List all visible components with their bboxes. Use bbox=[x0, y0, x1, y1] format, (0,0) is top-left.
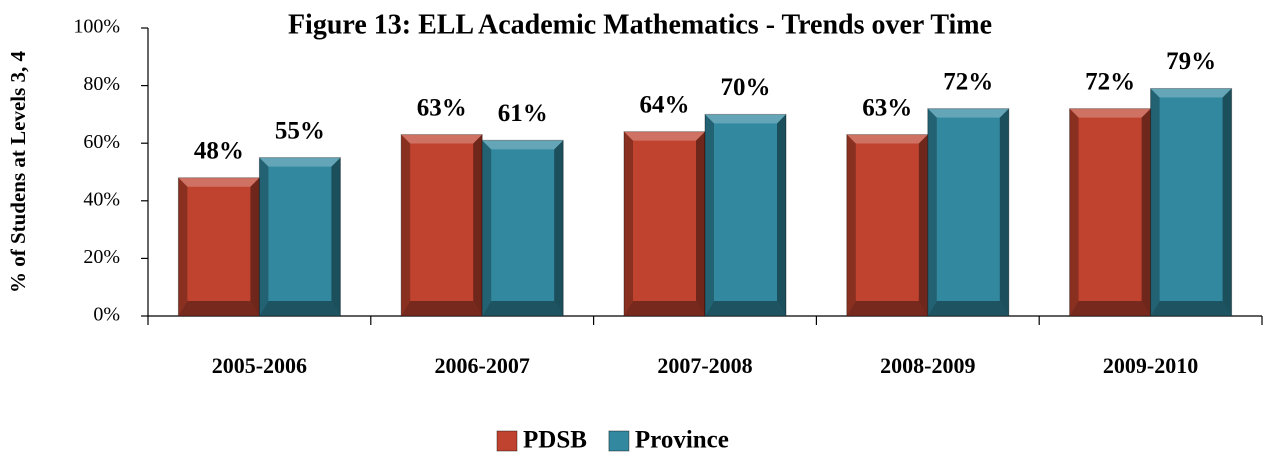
bar-bevel bbox=[1150, 88, 1160, 316]
bar-bevel bbox=[473, 134, 483, 316]
bar-bevel bbox=[705, 114, 786, 124]
bar-bevel bbox=[777, 114, 786, 317]
data-label: 63% bbox=[862, 94, 912, 121]
bar-bevel bbox=[927, 108, 937, 316]
bar-bevel bbox=[401, 134, 483, 144]
bar bbox=[177, 177, 260, 317]
y-tick-label: 60% bbox=[83, 131, 120, 153]
bar bbox=[258, 157, 341, 317]
x-tick-label: 2006-2007 bbox=[435, 353, 530, 378]
data-label: 55% bbox=[275, 117, 325, 144]
bar-bevel bbox=[259, 301, 341, 316]
legend-label: PDSB bbox=[523, 427, 587, 454]
bar-bevel bbox=[1069, 108, 1079, 316]
bar-bevel bbox=[331, 157, 341, 316]
bar-bevel bbox=[705, 114, 714, 317]
y-tick-label: 0% bbox=[93, 304, 120, 326]
x-tick-label: 2007-2008 bbox=[657, 353, 752, 378]
bar bbox=[1150, 87, 1233, 317]
legend-swatch bbox=[608, 430, 630, 452]
bar bbox=[846, 134, 929, 317]
x-tick-label: 2005-2006 bbox=[212, 353, 307, 378]
bar-bevel bbox=[178, 177, 188, 316]
y-tick-label: 100% bbox=[73, 16, 120, 38]
bar bbox=[704, 113, 787, 317]
bar-bevel bbox=[401, 301, 483, 316]
chart-title: Figure 13: ELL Academic Mathematics - Tr… bbox=[288, 9, 992, 40]
bar-bevel bbox=[178, 301, 260, 316]
bar-bevel bbox=[846, 134, 856, 316]
bar bbox=[1069, 108, 1152, 317]
bar-bevel bbox=[927, 108, 1009, 118]
bar bbox=[927, 108, 1010, 317]
bar-bevel bbox=[1069, 108, 1151, 118]
bar-bevel bbox=[250, 177, 260, 316]
x-tick-label: 2009-2010 bbox=[1103, 353, 1198, 378]
bar bbox=[623, 131, 706, 317]
data-label: 72% bbox=[1085, 68, 1135, 95]
data-label: 61% bbox=[498, 100, 548, 127]
bar-bevel bbox=[178, 177, 260, 187]
bar-bevel bbox=[1222, 88, 1232, 316]
bar-bevel bbox=[846, 301, 928, 316]
bar-bevel bbox=[624, 131, 705, 141]
bar-bevel bbox=[1150, 88, 1232, 98]
bar-bevel bbox=[482, 140, 564, 150]
y-tick-label: 80% bbox=[83, 73, 120, 95]
bar-bevel bbox=[259, 157, 341, 167]
bar-bevel bbox=[696, 131, 705, 316]
y-axis-label: % of Studens at Levels 3, 4 bbox=[6, 50, 30, 293]
legend-label: Province bbox=[635, 427, 729, 454]
bar bbox=[400, 134, 483, 317]
bar-bevel bbox=[554, 140, 564, 316]
data-label: 70% bbox=[721, 74, 771, 101]
bar-bevel bbox=[624, 131, 633, 316]
bar-bevel bbox=[624, 301, 705, 316]
y-tick-label: 20% bbox=[83, 246, 120, 268]
bar-bevel bbox=[259, 157, 269, 316]
data-label: 48% bbox=[194, 137, 244, 164]
bar-bevel bbox=[999, 108, 1009, 316]
bar-bevel bbox=[482, 140, 492, 316]
bar-bevel bbox=[918, 134, 928, 316]
data-label: 64% bbox=[640, 91, 690, 118]
data-label: 63% bbox=[417, 94, 467, 121]
bar-bevel bbox=[927, 301, 1009, 316]
bar-bevel bbox=[1141, 108, 1151, 316]
bar-bevel bbox=[482, 301, 564, 316]
data-label: 79% bbox=[1166, 48, 1216, 75]
data-label: 72% bbox=[943, 68, 993, 95]
y-tick-label: 40% bbox=[83, 188, 120, 210]
bar-bevel bbox=[846, 134, 928, 144]
bar-bevel bbox=[705, 301, 786, 316]
bar-bevel bbox=[1150, 301, 1232, 316]
x-tick-label: 2008-2009 bbox=[880, 353, 975, 378]
bar bbox=[481, 139, 564, 317]
bar-bevel bbox=[401, 134, 411, 316]
bar-bevel bbox=[1069, 301, 1151, 316]
legend-swatch bbox=[496, 430, 518, 452]
